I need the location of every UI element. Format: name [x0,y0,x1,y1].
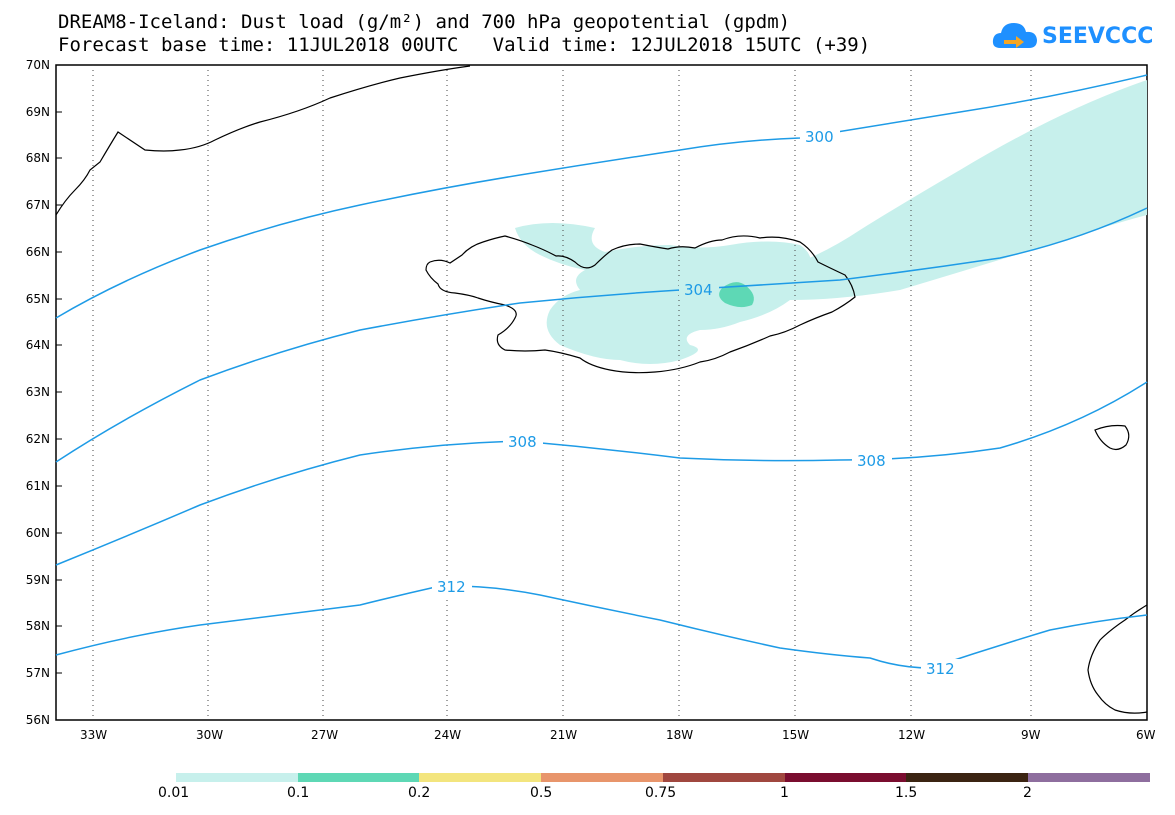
lon-label-15w: 15W [782,728,810,742]
cloud-logo-icon [992,23,1037,48]
colorbar-segment-7 [1028,773,1150,782]
faroe-islands-coast [1094,424,1130,451]
colorbar-segment-5 [785,773,906,782]
lon-label-33w: 33W [80,728,108,742]
contour-300 [55,74,1148,319]
map-title-line2: Forecast base time: 11JUL2018 00UTC Vali… [58,34,871,56]
colorbar-label-6: 1.5 [895,785,918,801]
lon-label-27w: 27W [311,728,339,742]
contour-label-300: 300 [805,128,834,146]
colorbar-label-1: 0.1 [287,785,310,801]
lat-label-69n: 69N [25,105,50,119]
seevccc-logo: SEEVCCC [990,18,1170,58]
lat-label-66n: 66N [25,245,50,259]
lat-label-59n: 59N [25,573,50,587]
map-title-line1: DREAM8-Iceland: Dust load (g/m²) and 700… [58,11,791,33]
colorbar-segment-6 [906,773,1028,782]
colorbar-label-5: 1 [780,785,789,801]
colorbar-segment-3 [541,773,663,782]
dust-hotspot-region [719,282,754,308]
lat-label-64n: 64N [25,338,50,352]
lat-label-60n: 60N [25,526,50,540]
colorbar-label-7: 2 [1023,785,1032,801]
lat-label-68n: 68N [25,151,50,165]
contour-label-312-west: 312 [437,578,466,596]
lon-label-21w: 21W [550,728,578,742]
colorbar-label-0: 0.01 [158,785,190,801]
greenland-coast [55,65,471,216]
scotland-coast [1087,604,1148,714]
contour-308 [55,381,1148,566]
lat-label-56n: 56N [25,713,50,727]
colorbar-label-4: 0.75 [645,785,677,801]
lat-label-62n: 62N [25,432,50,446]
contour-label-308-east: 308 [857,452,886,470]
contour-label-312-east: 312 [926,660,955,678]
lat-label-67n: 67N [25,198,50,212]
colorbar-label-3: 0.5 [530,785,553,801]
lon-label-18w: 18W [666,728,694,742]
lat-label-65n: 65N [25,292,50,306]
lat-label-70n: 70N [25,58,50,72]
contour-label-308-west: 308 [508,433,537,451]
lat-label-58n: 58N [25,619,50,633]
iceland-coast [425,235,856,374]
logo-text: SEEVCCC [1042,24,1154,49]
coastlines [55,65,1148,714]
contour-304 [55,207,1148,463]
colorbar-segment-4 [663,773,785,782]
colorbar-segment-2 [419,773,541,782]
colorbar-segment-1 [298,773,419,782]
dust-iceland-region [515,223,812,364]
contour-312 [55,585,1148,669]
lon-label-9w: 9W [1021,728,1041,742]
lon-label-6w: 6W [1136,728,1156,742]
lon-label-24w: 24W [434,728,462,742]
lon-label-30w: 30W [196,728,224,742]
map-grid [92,65,1032,720]
axis-ticks [56,111,62,674]
lat-label-63n: 63N [25,385,50,399]
lat-label-61n: 61N [25,479,50,493]
lat-label-57n: 57N [25,666,50,680]
colorbar-segment-0 [176,773,298,782]
lon-label-12w: 12W [898,728,926,742]
geopotential-contours [55,74,1148,669]
contour-label-304: 304 [684,281,713,299]
dust-plume-region [790,80,1147,300]
colorbar-label-2: 0.2 [408,785,431,801]
